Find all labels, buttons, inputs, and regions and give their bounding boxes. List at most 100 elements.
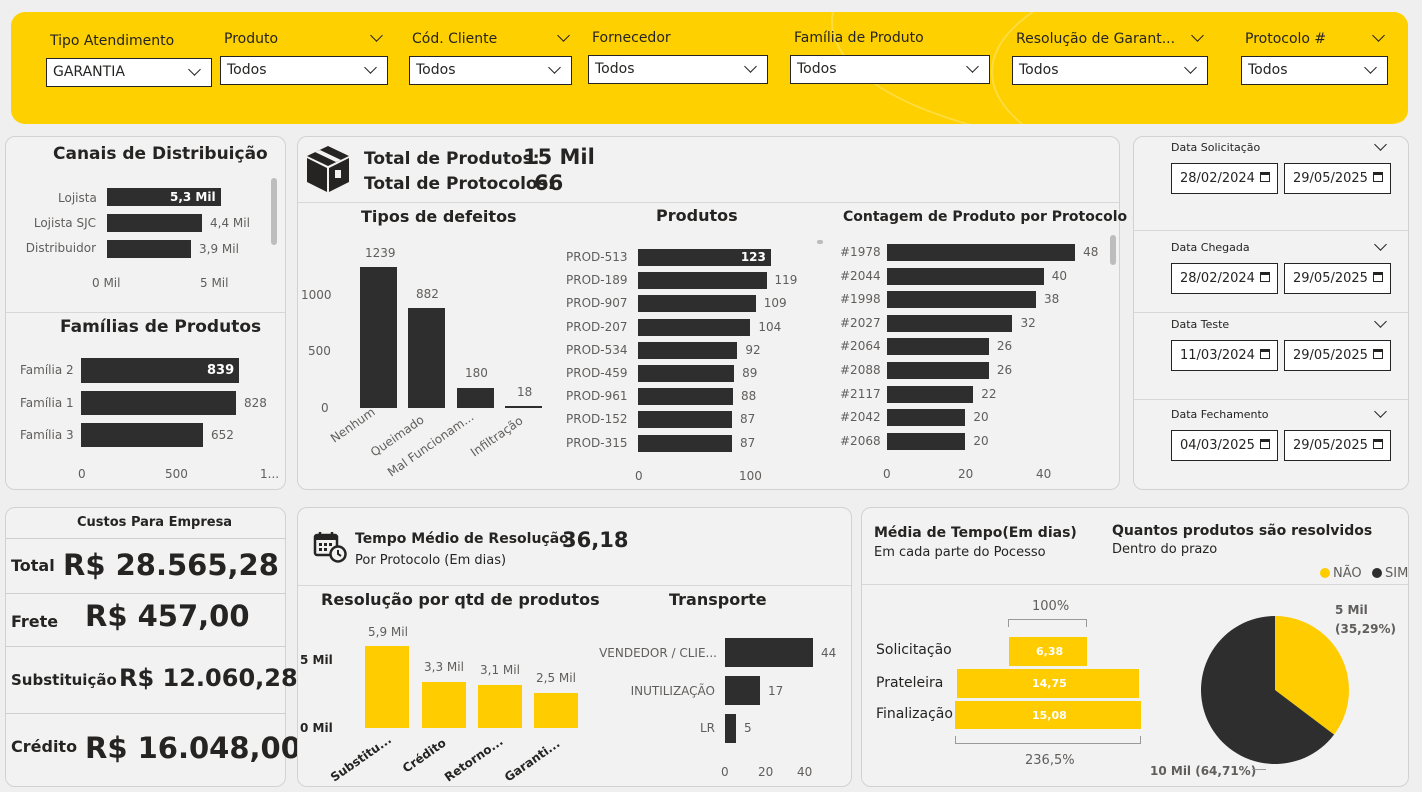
funnel-bar-prateleira[interactable]	[957, 669, 1139, 698]
date-start-input[interactable]: 04/03/2025	[1171, 430, 1278, 461]
data-label: 26	[996, 339, 1013, 354]
date-start-input[interactable]: 28/02/2024	[1171, 263, 1278, 294]
calendar-icon[interactable]	[1373, 349, 1383, 359]
category-label: PROD-513	[566, 250, 628, 264]
date-value: 29/05/2025	[1293, 171, 1368, 186]
bar-prod-961[interactable]	[638, 388, 734, 406]
bar-prod-513[interactable]	[638, 249, 771, 266]
legend-marker-nao	[1320, 568, 1330, 578]
calendar-icon[interactable]	[1373, 272, 1383, 282]
defeitos-title: Tipos de defeitos	[361, 207, 517, 226]
date-value: 28/02/2024	[1180, 271, 1255, 286]
bar-prod-534[interactable]	[638, 341, 738, 359]
cost-label-total: Total	[11, 556, 55, 575]
slicer-produto[interactable]: Todos	[220, 56, 388, 85]
bar-protocolo-2068[interactable]	[887, 432, 966, 450]
date-slicer-label: Data Fechamento	[1171, 408, 1269, 421]
bar-protocolo-2042[interactable]	[887, 409, 966, 427]
bar-queimado[interactable]	[408, 308, 445, 408]
calendar-icon[interactable]	[1260, 439, 1270, 449]
bar-lojista[interactable]	[107, 188, 221, 206]
bar-prod-152[interactable]	[638, 411, 732, 429]
bar-prod-907[interactable]	[638, 295, 756, 313]
bar-substituicao[interactable]	[365, 646, 409, 728]
slicer-tipo-atendimento[interactable]: GARANTIA	[46, 58, 212, 87]
total-produtos-value: 15 Mil	[523, 145, 595, 169]
date-slicer-label: Data Solicitação	[1171, 141, 1261, 154]
pie-slice-nao[interactable]	[1275, 616, 1349, 735]
date-end-input[interactable]: 29/05/2025	[1284, 340, 1391, 371]
bar-familia-2[interactable]	[81, 358, 239, 383]
bar-prod-207[interactable]	[638, 318, 751, 336]
axis-tick: 5 Mil	[200, 276, 229, 290]
bar-prod-189[interactable]	[638, 272, 767, 290]
bar-vendedor-cliente[interactable]	[725, 638, 813, 667]
bar-prod-315[interactable]	[638, 434, 732, 452]
axis-tick: 500	[165, 467, 188, 481]
date-start-input[interactable]: 11/03/2024	[1171, 340, 1278, 371]
data-label: 14,75	[1032, 677, 1067, 690]
date-start-input[interactable]: 28/02/2024	[1171, 163, 1278, 194]
bar-mal-funcionamento[interactable]	[457, 388, 494, 408]
bar-lr[interactable]	[725, 714, 736, 743]
bar-familia-1[interactable]	[81, 391, 236, 415]
slicer-label-protocolo: Protocolo #	[1245, 31, 1327, 47]
calendar-icon[interactable]	[1373, 172, 1383, 182]
funnel-bracket	[955, 736, 1141, 744]
category-label: INUTILIZAÇÃO	[630, 684, 715, 698]
bar-protocolo-2117[interactable]	[887, 385, 974, 403]
funnel-bar-solicitacao[interactable]	[1009, 637, 1087, 666]
funnel-label: Solicitação	[876, 642, 952, 658]
bar-prod-459[interactable]	[638, 365, 735, 382]
cost-label-substituicao: Substituição	[11, 671, 117, 689]
calendar-icon[interactable]	[1373, 439, 1383, 449]
divider	[6, 593, 285, 594]
funnel-bar-finalizacao[interactable]	[955, 701, 1141, 729]
slicer-familia-produto[interactable]: Todos	[790, 55, 990, 84]
cost-value-total: R$ 28.565,28	[63, 548, 279, 582]
bar-garantia[interactable]	[534, 693, 578, 728]
bar-protocolo-2088[interactable]	[887, 362, 989, 379]
scrollbar[interactable]	[271, 178, 277, 245]
data-label: 87	[739, 435, 756, 450]
data-label: 3,9 Mil	[199, 242, 239, 256]
bar-infiltracao[interactable]	[505, 406, 542, 408]
slicer-resolucao-garantia[interactable]: Todos	[1012, 56, 1208, 85]
slicer-label-produto: Produto	[224, 31, 279, 47]
slicer-fornecedor[interactable]: Todos	[588, 55, 768, 84]
scrollbar[interactable]	[1110, 235, 1116, 265]
prazo-sub: Dentro do prazo	[1112, 542, 1218, 557]
data-label: 119	[774, 273, 798, 288]
date-end-input[interactable]: 29/05/2025	[1284, 163, 1391, 194]
axis-tick: 1...	[260, 467, 280, 481]
bar-lojista-sjc[interactable]	[107, 214, 202, 232]
tempo-value: 36,18	[562, 528, 629, 552]
slicer-value: Todos	[1019, 62, 1059, 78]
data-label: 104	[758, 319, 782, 334]
pie-slice-sim[interactable]	[1201, 616, 1335, 764]
pie-chart	[1201, 616, 1349, 764]
scrollbar[interactable]	[817, 240, 823, 244]
bar-protocolo-1998[interactable]	[887, 291, 1036, 309]
axis-tick: 100	[739, 469, 762, 483]
bar-protocolo-1978[interactable]	[887, 244, 1076, 261]
bar-nenhum[interactable]	[360, 267, 397, 408]
bar-retorno[interactable]	[478, 685, 522, 728]
bar-credito[interactable]	[422, 682, 466, 728]
data-label: 26	[996, 363, 1013, 377]
bar-protocolo-2064[interactable]	[887, 338, 989, 356]
bar-protocolo-2027[interactable]	[887, 314, 1013, 332]
chevron-down-icon	[966, 60, 979, 73]
date-end-input[interactable]: 29/05/2025	[1284, 263, 1391, 294]
date-end-input[interactable]: 29/05/2025	[1284, 430, 1391, 461]
slicer-cod-cliente[interactable]: Todos	[409, 56, 572, 85]
bar-protocolo-2044[interactable]	[887, 267, 1044, 285]
bar-distribuidor[interactable]	[107, 240, 191, 258]
bar-familia-3[interactable]	[81, 423, 203, 447]
calendar-icon[interactable]	[1260, 349, 1270, 359]
bar-inutilizacao[interactable]	[725, 676, 760, 705]
slicer-protocolo[interactable]: Todos	[1241, 56, 1388, 85]
date-value: 28/02/2024	[1180, 171, 1255, 186]
calendar-icon[interactable]	[1260, 272, 1270, 282]
calendar-icon[interactable]	[1260, 172, 1270, 182]
